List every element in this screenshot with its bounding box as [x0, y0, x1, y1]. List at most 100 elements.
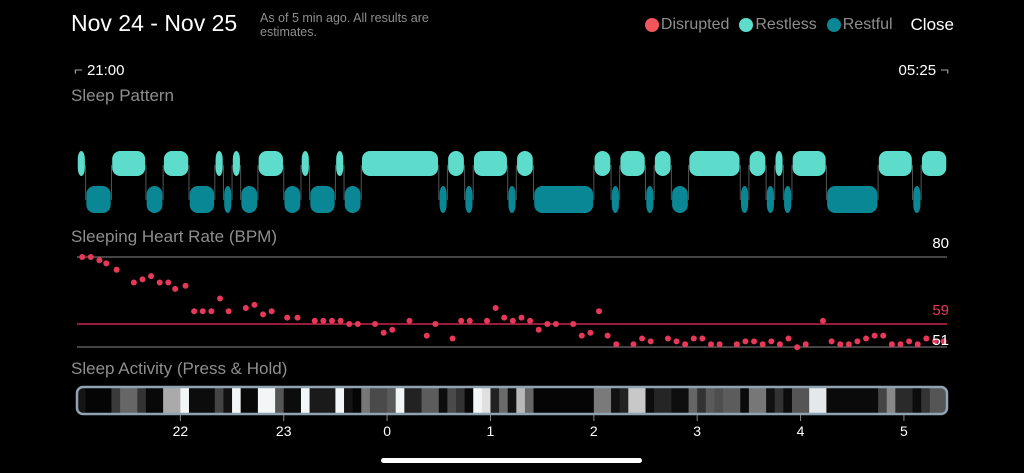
close-button[interactable]: Close	[910, 15, 954, 34]
activity-band	[421, 387, 440, 414]
hr-min-label: 51	[932, 332, 949, 349]
hr-point	[707, 341, 714, 348]
activity-band	[404, 387, 423, 414]
restless-dot-icon	[739, 18, 754, 32]
hr-point	[906, 338, 913, 345]
activity-band	[275, 387, 285, 414]
hr-point	[880, 332, 887, 339]
hr-point	[923, 335, 930, 342]
bracket-start-icon: ⌐	[74, 62, 87, 79]
activity-band	[137, 387, 147, 414]
activity-band	[361, 387, 371, 414]
hr-point	[328, 317, 335, 324]
hr-point	[639, 335, 646, 342]
hr-point	[897, 341, 904, 348]
activity-band	[163, 387, 181, 414]
axis-label: 0	[383, 423, 391, 439]
restful-segment	[508, 186, 516, 213]
activity-band	[783, 387, 793, 414]
hr-point	[113, 266, 120, 273]
activity-band	[223, 387, 233, 414]
activity-band	[214, 387, 224, 414]
activity-band	[611, 387, 621, 414]
activity-band	[723, 387, 741, 414]
activity-band	[120, 387, 138, 414]
restless-segment	[775, 151, 783, 176]
hr-point	[647, 338, 654, 345]
hr-point	[785, 335, 792, 342]
legend-label: Disrupted	[660, 16, 730, 33]
restful-segment	[344, 186, 361, 213]
activity-bands	[77, 387, 947, 414]
hr-point	[914, 341, 921, 348]
activity-band	[705, 387, 715, 414]
activity-band	[654, 387, 672, 414]
hr-point	[596, 308, 602, 315]
hr-point	[406, 317, 413, 324]
hr-point	[165, 279, 172, 286]
activity-band	[697, 387, 707, 414]
hr-point	[854, 338, 861, 345]
hr-point	[432, 321, 439, 327]
restful-segment	[224, 186, 232, 213]
activity-band	[671, 387, 690, 414]
hr-point	[837, 341, 844, 348]
restful-segment	[534, 186, 594, 213]
activity-band	[438, 387, 448, 414]
activity-band	[688, 387, 698, 414]
activity-band	[188, 387, 216, 414]
hr-point	[828, 338, 835, 345]
activity-band	[507, 387, 517, 414]
restless-segment	[689, 151, 740, 176]
activity-band	[499, 387, 509, 414]
activity-bar[interactable]	[75, 385, 949, 416]
restful-segment	[439, 186, 447, 213]
hr-point	[225, 308, 232, 315]
activity-band	[886, 387, 896, 414]
hr-point	[320, 317, 327, 324]
hr-point	[191, 308, 198, 315]
hr-point	[148, 273, 155, 280]
restful-segment	[646, 186, 654, 213]
activity-band	[929, 387, 947, 414]
activity-band	[921, 387, 931, 414]
restless-segment	[232, 151, 240, 176]
hr-point	[871, 332, 878, 339]
restful-segment	[465, 186, 473, 213]
hr-point	[380, 329, 387, 336]
activity-band	[878, 387, 888, 414]
hr-point	[535, 326, 542, 333]
hr-point	[96, 257, 103, 264]
heart-rate-title: Sleeping Heart Rate (BPM)	[71, 227, 277, 246]
activity-band	[809, 387, 827, 414]
hr-point	[182, 282, 189, 289]
hr-point	[354, 321, 361, 327]
hr-point	[776, 341, 783, 348]
hr-point	[103, 260, 110, 267]
hr-point	[578, 332, 585, 339]
restful-segment	[913, 186, 921, 213]
hr-point	[294, 314, 301, 321]
restless-segment	[258, 151, 283, 176]
hr-point	[139, 276, 146, 283]
restful-dot-icon	[826, 18, 841, 32]
legend: Disrupted Restless Restful Close	[644, 15, 954, 35]
hr-point	[888, 341, 895, 348]
hr-max-label: 80	[932, 235, 949, 252]
hr-point	[794, 344, 801, 351]
axis-label: 23	[275, 423, 292, 439]
legend-disrupted: Disrupted	[644, 16, 730, 34]
activity-band	[85, 387, 112, 414]
hr-point	[268, 308, 275, 315]
hr-point	[156, 279, 163, 286]
hr-point	[216, 295, 223, 302]
restless-segment	[301, 151, 309, 176]
restless-segment	[362, 151, 439, 176]
activity-band	[387, 387, 397, 414]
hr-point	[604, 332, 611, 339]
hr-point	[759, 341, 766, 348]
hr-point	[819, 317, 826, 324]
hr-point	[484, 317, 491, 324]
home-indicator[interactable]	[381, 458, 642, 463]
hr-point	[570, 321, 577, 327]
